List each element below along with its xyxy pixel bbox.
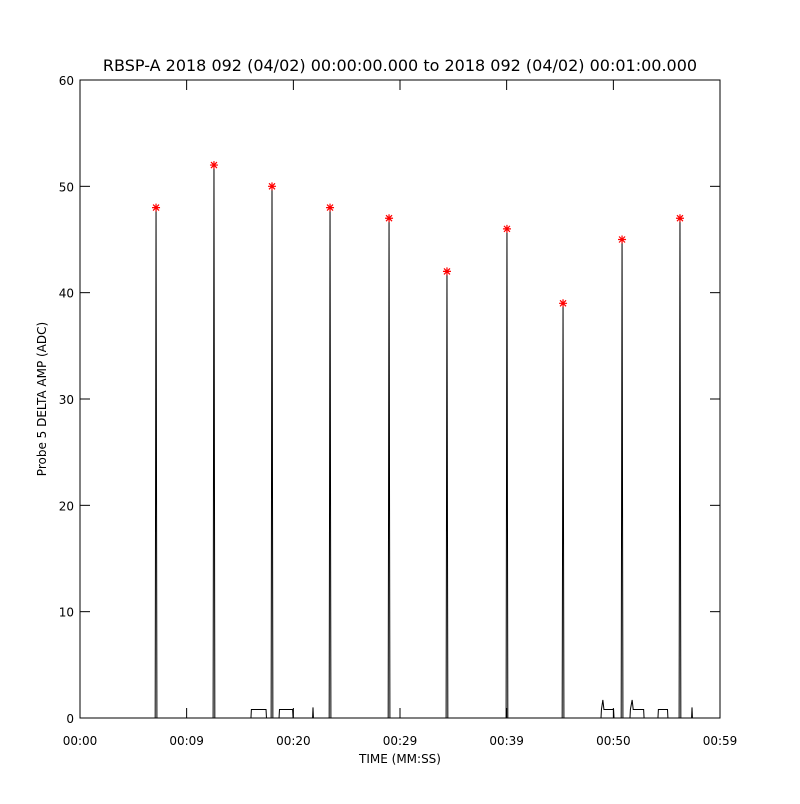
- peak-marker: [152, 203, 161, 212]
- peak-marker: [675, 214, 684, 223]
- y-tick-label: 30: [59, 393, 74, 407]
- peak-marker: [442, 267, 451, 276]
- peak-marker: [502, 224, 511, 233]
- peak-marker: [326, 203, 335, 212]
- y-tick-label: 0: [66, 712, 74, 726]
- x-tick-label: 00:09: [169, 734, 204, 748]
- peak-marker: [268, 182, 276, 191]
- y-tick-label: 20: [59, 499, 74, 513]
- x-tick-label: 00:20: [276, 734, 311, 748]
- peak-marker: [385, 214, 394, 223]
- x-tick-label: 00:00: [63, 734, 98, 748]
- x-tick-label: 00:29: [383, 734, 418, 748]
- y-tick-label: 40: [59, 287, 74, 301]
- x-tick-label: 00:50: [596, 734, 631, 748]
- peak-marker: [618, 235, 627, 244]
- data-line: [80, 165, 720, 719]
- peak-marker: [209, 161, 218, 170]
- chart-title: RBSP-A 2018 092 (04/02) 00:00:00.000 to …: [103, 56, 697, 75]
- x-tick-label: 00:59: [703, 734, 738, 748]
- x-tick-label: 00:39: [489, 734, 524, 748]
- y-tick-label: 60: [59, 74, 74, 88]
- y-tick-label: 50: [59, 180, 74, 194]
- peak-marker: [559, 299, 568, 308]
- y-axis-label: Probe 5 DELTA AMP (ADC): [35, 322, 49, 476]
- x-axis-label: TIME (MM:SS): [358, 752, 441, 766]
- y-tick-label: 10: [59, 606, 74, 620]
